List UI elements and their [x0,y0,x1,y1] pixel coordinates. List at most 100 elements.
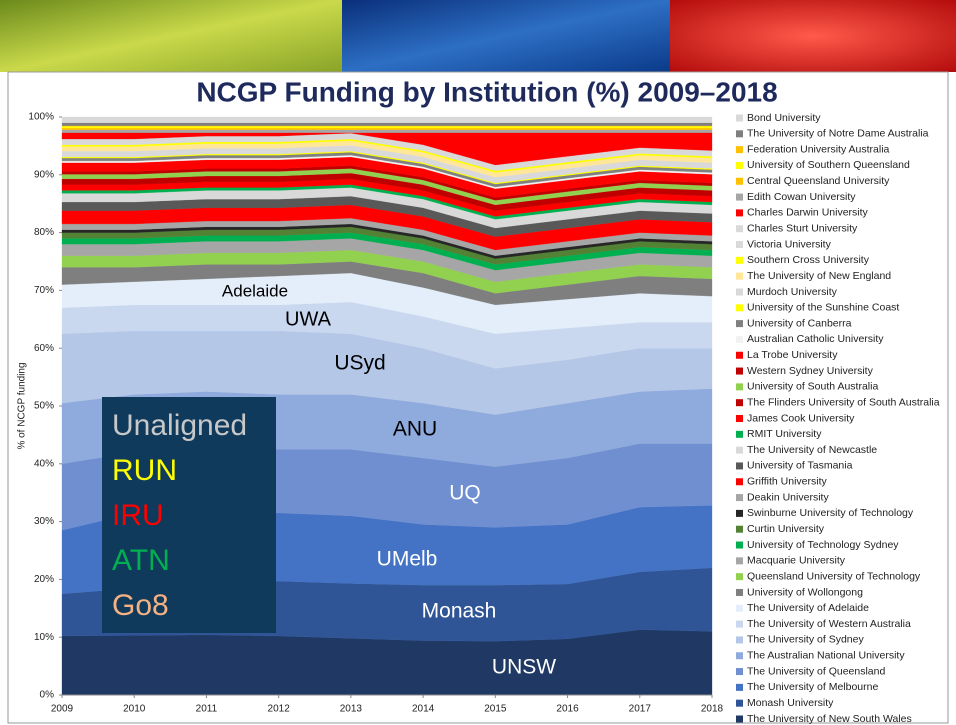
legend-label: Swinburne University of Technology [747,507,914,519]
region-label: UQ [449,482,481,505]
legend-label: The University of New England [747,270,891,282]
legend-swatch [736,620,743,628]
legend-label: Southern Cross University [747,254,870,266]
y-tick-label: 40% [34,458,54,469]
legend-label: University of Technology Sydney [747,539,899,551]
region-label: Adelaide [222,281,288,300]
legend: Bond University The University of Notre D… [736,112,940,725]
legend-label: The University of Notre Dame Australia [747,128,929,140]
y-tick-label: 50% [34,401,54,412]
y-tick-label: 30% [34,516,54,527]
group-label: IRU [112,499,164,532]
legend-swatch [736,209,743,217]
legend-swatch [736,130,743,138]
legend-swatch [736,478,743,486]
legend-swatch [736,335,743,343]
x-tick-label: 2015 [484,704,507,715]
legend-label: Curtin University [747,523,825,535]
y-tick-label: 60% [34,343,54,354]
banner-water [342,0,670,72]
x-tick-label: 2013 [340,704,363,715]
legend-swatch [736,351,743,359]
legend-label: The Flinders University of South Austral… [747,396,940,408]
legend-label: The University of Queensland [747,665,885,677]
legend-label: The Australian National University [747,650,905,662]
legend-swatch [736,715,743,723]
y-tick-label: 100% [28,112,54,123]
legend-swatch [736,525,743,533]
legend-swatch [736,193,743,201]
area [61,116,713,123]
x-tick-label: 2009 [51,704,74,715]
legend-swatch [736,683,743,691]
group-label: ATN [112,544,170,577]
legend-label: Victoria University [747,238,832,250]
legend-label: Western Sydney University [747,365,874,377]
y-tick-label: 10% [34,632,54,643]
legend-swatch [736,241,743,249]
legend-label: University of Southern Queensland [747,159,910,171]
legend-label: The University of New South Wales [747,713,912,725]
legend-label: Bond University [747,112,821,124]
legend-label: University of South Australia [747,381,878,393]
legend-swatch [736,272,743,280]
legend-label: Edith Cowan University [747,191,856,203]
legend-swatch [736,699,743,707]
x-tick-label: 2012 [268,704,291,715]
legend-label: The University of Adelaide [747,602,869,614]
legend-swatch [736,430,743,438]
legend-label: Central Queensland University [747,175,890,187]
legend-swatch [736,383,743,391]
legend-swatch [736,573,743,581]
group-label: Unaligned [112,409,247,442]
legend-swatch [736,509,743,517]
region-label: Monash [422,600,497,623]
legend-swatch [736,146,743,154]
legend-label: The University of Western Australia [747,618,911,630]
legend-swatch [736,541,743,549]
legend-swatch [736,494,743,502]
legend-swatch [736,161,743,169]
y-tick-label: 80% [34,227,54,238]
y-axis-label: % of NCGP funding [17,362,28,449]
y-tick-label: 90% [34,169,54,180]
legend-swatch [736,557,743,565]
legend-label: Griffith University [747,476,827,488]
banner-cells [670,0,956,72]
legend-label: RMIT University [747,428,822,440]
axes: 0% 10% 20% 30% 40% 50% 60% 70% 80% 90% 100% 2009 201… [28,112,723,715]
legend-swatch [736,256,743,264]
region-label: UNSW [492,656,556,679]
legend-swatch [736,588,743,596]
legend-swatch [736,304,743,312]
legend-swatch [736,399,743,407]
x-tick-label: 2018 [701,704,724,715]
legend-label: James Cook University [747,412,855,424]
legend-swatch [736,225,743,233]
legend-label: Monash University [747,697,834,709]
legend-swatch [736,177,743,185]
legend-label: Australian Catholic University [747,333,884,345]
legend-label: University of Canberra [747,317,852,329]
legend-label: The University of Newcastle [747,444,877,456]
legend-swatch [736,320,743,328]
legend-label: Deakin University [747,491,829,503]
y-tick-label: 20% [34,574,54,585]
area [61,122,713,126]
legend-label: The University of Melbourne [747,681,878,693]
legend-label: Murdoch University [747,286,838,298]
legend-label: Macquarie University [747,555,846,567]
region-label: ANU [393,418,437,441]
region-label: UMelb [377,548,438,571]
group-box [102,397,276,633]
area [61,129,713,133]
banner-leaf [0,0,342,72]
group-labels: Unaligned RUN IRU ATN Go8 [112,409,247,622]
group-label: Go8 [112,589,169,622]
y-tick-label: 0% [40,690,55,701]
legend-swatch [736,604,743,612]
legend-label: Charles Darwin University [747,207,869,219]
x-tick-label: 2011 [196,704,218,715]
legend-label: The University of Sydney [747,634,864,646]
